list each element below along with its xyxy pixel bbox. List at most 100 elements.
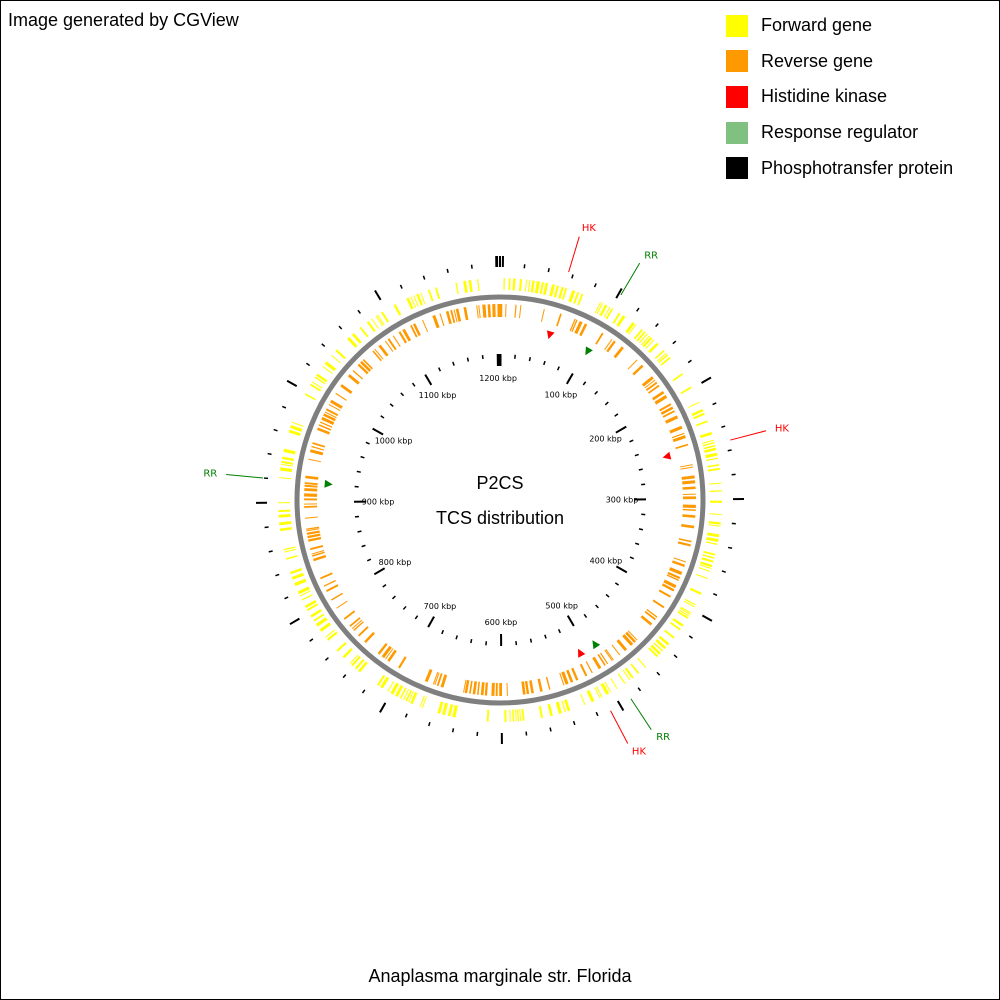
reverse-gene-mark bbox=[521, 681, 526, 695]
legend-label-response-regulator: Response regulator bbox=[761, 122, 919, 143]
reverse-gene-mark bbox=[652, 390, 665, 401]
reverse-gene-mark bbox=[663, 579, 677, 589]
genome-backbone bbox=[294, 294, 706, 706]
forward-gene-mark bbox=[543, 282, 549, 296]
outer-tick bbox=[342, 674, 347, 679]
forward-gene-mark bbox=[437, 701, 444, 714]
map-title: P2CS bbox=[476, 473, 523, 493]
reverse-gene-mark bbox=[514, 304, 517, 318]
reverse-gene-mark bbox=[445, 310, 452, 325]
forward-gene-mark bbox=[381, 311, 390, 323]
reverse-gene-mark bbox=[436, 673, 443, 687]
forward-gene-mark bbox=[580, 693, 586, 706]
scale-label-600-kbp: 600 kbp bbox=[485, 618, 518, 627]
reverse-gene-mark bbox=[305, 475, 319, 480]
reverse-gene-mark bbox=[659, 403, 672, 412]
reverse-gene-mark bbox=[450, 309, 456, 324]
reverse-gene-mark bbox=[611, 644, 621, 656]
reverse-gene-mark bbox=[645, 381, 658, 392]
forward-gene-mark bbox=[702, 441, 715, 447]
forward-gene-mark bbox=[709, 513, 722, 516]
inner-tick bbox=[455, 635, 459, 640]
inner-tick bbox=[556, 366, 560, 371]
outer-tick bbox=[727, 449, 732, 452]
reverse-gene-mark bbox=[304, 516, 318, 519]
outer-tick bbox=[309, 638, 314, 642]
forward-gene-mark bbox=[604, 681, 612, 693]
reverse-gene-mark bbox=[343, 610, 356, 620]
forward-gene-mark bbox=[310, 609, 322, 618]
forward-gene-mark bbox=[677, 611, 689, 619]
forward-gene-mark bbox=[405, 689, 413, 702]
forward-gene-mark bbox=[278, 509, 291, 513]
reverse-gene-mark bbox=[387, 649, 397, 662]
scale-label-1000-kbp: 1000 kbp bbox=[375, 436, 413, 445]
forward-gene-mark bbox=[577, 293, 584, 306]
outer-tick bbox=[451, 728, 455, 733]
legend-swatch-response-regulator bbox=[726, 121, 748, 144]
forward-gene-mark bbox=[708, 521, 721, 525]
reverse-gene-mark bbox=[672, 435, 686, 443]
inner-tick bbox=[634, 453, 639, 457]
reverse-gene-mark bbox=[324, 411, 337, 419]
reverse-gene-mark bbox=[644, 610, 656, 621]
outer-tick bbox=[688, 635, 693, 639]
forward-gene-mark bbox=[279, 526, 293, 532]
outer-tick bbox=[727, 546, 733, 549]
outer-tick bbox=[655, 323, 659, 328]
tcs-hk-arrow bbox=[546, 330, 555, 340]
forward-gene-mark bbox=[672, 373, 684, 382]
reverse-gene-mark bbox=[384, 340, 394, 352]
forward-gene-mark bbox=[336, 641, 347, 652]
forward-gene-mark bbox=[463, 280, 468, 293]
forward-gene-mark bbox=[393, 304, 402, 316]
outer-tick bbox=[404, 713, 408, 718]
outer-tick bbox=[289, 617, 300, 626]
reverse-gene-mark bbox=[537, 678, 543, 692]
reverse-gene-mark bbox=[319, 421, 333, 428]
forward-gene-mark bbox=[521, 708, 525, 721]
reverse-gene-mark bbox=[599, 652, 609, 665]
reverse-gene-mark bbox=[308, 458, 322, 463]
reverse-gene-mark bbox=[647, 384, 660, 394]
forward-gene-mark bbox=[301, 594, 313, 601]
reverse-gene-mark bbox=[482, 304, 487, 318]
outer-tick bbox=[636, 307, 640, 312]
reverse-gene-mark bbox=[667, 571, 681, 579]
forward-gene-mark bbox=[645, 339, 655, 349]
outer-tick bbox=[595, 711, 599, 717]
outer-tick bbox=[273, 428, 278, 432]
forward-gene-mark bbox=[294, 578, 307, 587]
reverse-gene-mark bbox=[604, 649, 613, 661]
outer-tick bbox=[427, 721, 431, 727]
inner-tick bbox=[466, 357, 470, 362]
reverse-gene-mark bbox=[410, 325, 418, 338]
reverse-gene-mark bbox=[658, 589, 671, 598]
scale-label-1200-kbp: 1200 kbp bbox=[479, 374, 517, 383]
reverse-gene-mark bbox=[529, 680, 534, 694]
forward-gene-mark bbox=[612, 312, 621, 324]
forward-gene-mark bbox=[427, 289, 434, 302]
legend-label-forward-gene: Forward gene bbox=[761, 15, 873, 36]
reverse-gene-mark bbox=[666, 574, 680, 581]
reverse-gene-mark bbox=[453, 309, 458, 323]
legend-item-histidine-kinase: Histidine kinase bbox=[726, 79, 953, 115]
forward-gene-mark bbox=[564, 699, 571, 712]
reverse-gene-mark bbox=[336, 600, 348, 609]
reverse-gene-mark bbox=[545, 676, 551, 690]
forward-gene-mark bbox=[624, 667, 634, 679]
outer-tick bbox=[721, 425, 726, 429]
reverse-gene-mark bbox=[669, 567, 683, 575]
reverse-gene-mark bbox=[306, 528, 320, 532]
forward-gene-mark bbox=[380, 676, 390, 689]
tcs-hk-arrow bbox=[662, 451, 672, 460]
outer-tick bbox=[324, 657, 329, 661]
reverse-gene-mark bbox=[311, 551, 325, 557]
forward-gene-mark bbox=[534, 281, 540, 294]
forward-gene-mark bbox=[658, 635, 670, 646]
feature-label-rr-2: RR bbox=[656, 732, 670, 743]
forward-gene-mark bbox=[349, 654, 359, 665]
reverse-gene-mark bbox=[679, 464, 693, 468]
inner-tick bbox=[595, 604, 599, 609]
